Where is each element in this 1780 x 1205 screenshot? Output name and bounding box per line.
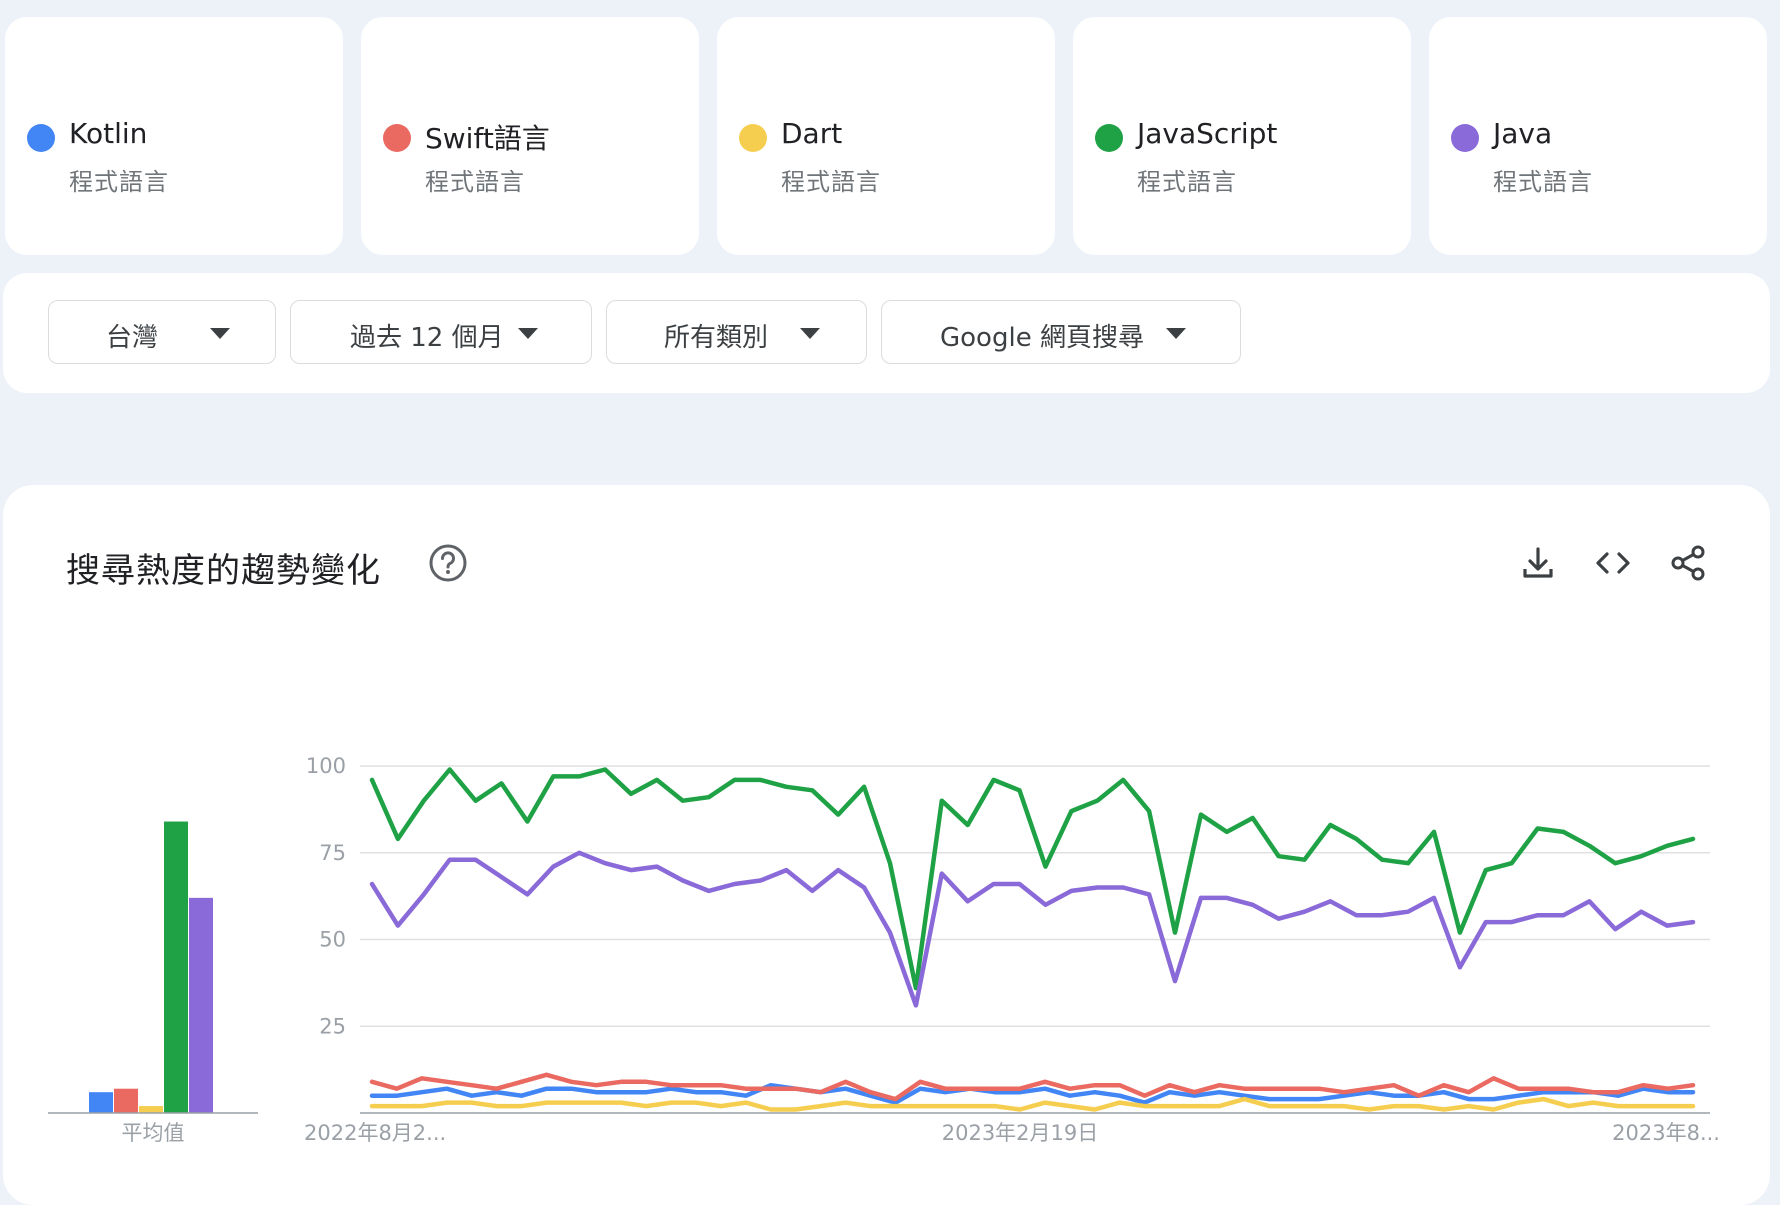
filters-panel: 台灣 過去 12 個月 所有類別 Google 網頁搜尋 bbox=[3, 273, 1770, 393]
term-card-dart[interactable]: Dart 程式語言 bbox=[717, 17, 1055, 255]
series-line-javascript bbox=[369, 767, 1696, 991]
series-color-dot bbox=[739, 124, 767, 152]
dropdown-arrow-icon bbox=[1166, 328, 1186, 339]
term-category: 程式語言 bbox=[781, 168, 881, 196]
term-card-java[interactable]: Java 程式語言 bbox=[1429, 17, 1767, 255]
y-tick-label: 25 bbox=[319, 1014, 346, 1038]
series-color-dot bbox=[383, 124, 411, 152]
average-label: 平均值 bbox=[122, 1121, 185, 1145]
y-tick-label: 100 bbox=[306, 754, 346, 778]
interest-over-time-panel: 搜尋熱度的趨勢變化 bbox=[3, 485, 1770, 1205]
term-category: 程式語言 bbox=[425, 168, 525, 196]
download-icon[interactable] bbox=[1518, 543, 1558, 583]
series-line-kotlin bbox=[369, 1082, 1696, 1105]
average-bar-javascript bbox=[164, 821, 188, 1113]
region-filter-label: 台灣 bbox=[106, 323, 159, 353]
series-color-dot bbox=[27, 124, 55, 152]
series-line-dart bbox=[369, 1096, 1696, 1112]
search-type-filter[interactable]: Google 網頁搜尋 bbox=[881, 300, 1241, 364]
panel-title: 搜尋熱度的趨勢變化 bbox=[66, 551, 381, 591]
term-category: 程式語言 bbox=[1137, 168, 1237, 196]
embed-code-icon[interactable] bbox=[1593, 543, 1633, 583]
help-circle-icon[interactable] bbox=[428, 543, 468, 583]
term-category: 程式語言 bbox=[1493, 168, 1593, 196]
term-name: Dart bbox=[781, 117, 843, 150]
category-filter-label: 所有類別 bbox=[664, 323, 769, 353]
term-name: JavaScript bbox=[1137, 117, 1278, 150]
average-bar-java bbox=[189, 897, 213, 1113]
term-card-swift[interactable]: Swift語言 程式語言 bbox=[361, 17, 699, 255]
term-name: Java bbox=[1493, 117, 1553, 150]
dropdown-arrow-icon bbox=[210, 328, 230, 339]
average-bar-swift語言 bbox=[114, 1088, 138, 1113]
term-card-kotlin[interactable]: Kotlin 程式語言 bbox=[5, 17, 343, 255]
term-name: Swift語言 bbox=[425, 122, 550, 155]
search-type-filter-label: Google 網頁搜尋 bbox=[940, 323, 1144, 353]
period-filter-label: 過去 12 個月 bbox=[350, 323, 504, 353]
x-tick-label: 2022年8月2... bbox=[304, 1121, 446, 1145]
share-icon[interactable] bbox=[1668, 543, 1708, 583]
term-card-javascript[interactable]: JavaScript 程式語言 bbox=[1073, 17, 1411, 255]
x-tick-label: 2023年8... bbox=[1612, 1121, 1720, 1145]
dropdown-arrow-icon bbox=[800, 328, 820, 339]
term-name: Kotlin bbox=[69, 117, 148, 150]
category-filter[interactable]: 所有類別 bbox=[606, 300, 867, 364]
term-category: 程式語言 bbox=[69, 168, 169, 196]
period-filter[interactable]: 過去 12 個月 bbox=[290, 300, 592, 364]
region-filter[interactable]: 台灣 bbox=[48, 300, 276, 364]
y-tick-label: 75 bbox=[319, 841, 346, 865]
series-line-java bbox=[369, 850, 1696, 1008]
average-bar-kotlin bbox=[89, 1092, 113, 1113]
average-bar-dart bbox=[139, 1106, 163, 1113]
dropdown-arrow-icon bbox=[518, 328, 538, 339]
y-tick-label: 50 bbox=[319, 928, 346, 952]
series-color-dot bbox=[1095, 124, 1123, 152]
series-color-dot bbox=[1451, 124, 1479, 152]
x-tick-label: 2023年2月19日 bbox=[942, 1121, 1099, 1145]
series-line-swift語言 bbox=[369, 1072, 1696, 1102]
